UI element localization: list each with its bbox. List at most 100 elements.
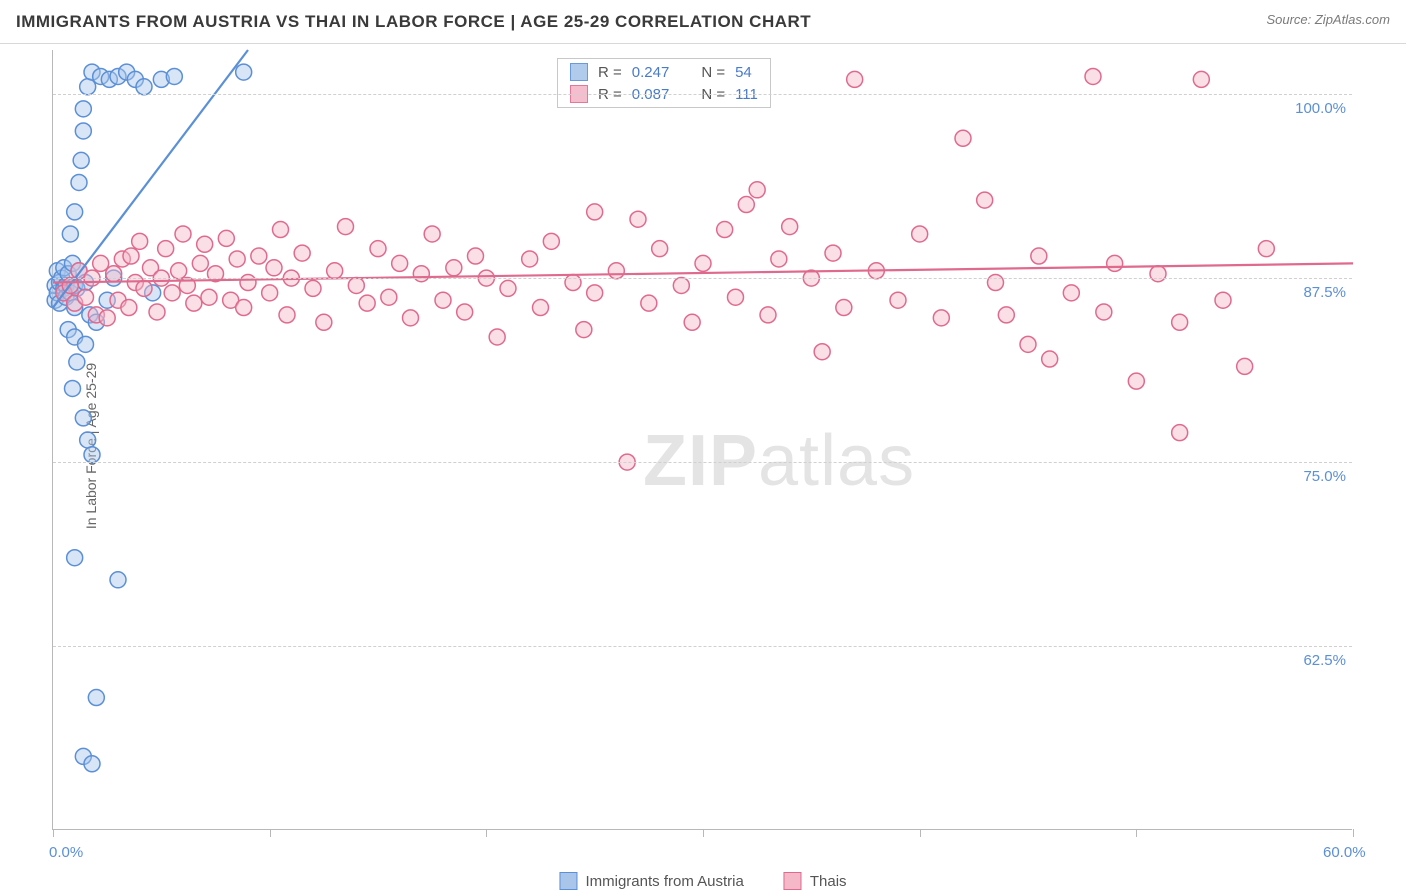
data-point <box>587 204 603 220</box>
data-point <box>1172 314 1188 330</box>
stat-r-value: 0.247 <box>632 64 670 81</box>
data-point <box>424 226 440 242</box>
data-point <box>912 226 928 242</box>
source-name: ZipAtlas.com <box>1315 12 1390 27</box>
swatch-icon <box>570 63 588 81</box>
data-point <box>201 289 217 305</box>
data-point <box>121 300 137 316</box>
data-point <box>78 336 94 352</box>
data-point <box>218 230 234 246</box>
x-tick-label: 60.0% <box>1323 844 1366 861</box>
data-point <box>338 219 354 235</box>
source-label: Source: ZipAtlas.com <box>1266 12 1390 27</box>
x-tick <box>486 829 487 837</box>
data-point <box>294 245 310 261</box>
data-point <box>110 572 126 588</box>
data-point <box>1193 71 1209 87</box>
data-point <box>522 251 538 267</box>
data-point <box>890 292 906 308</box>
data-point <box>316 314 332 330</box>
data-point <box>1237 358 1253 374</box>
legend-label-austria: Immigrants from Austria <box>585 873 743 890</box>
data-point <box>782 219 798 235</box>
data-point <box>279 307 295 323</box>
data-point <box>749 182 765 198</box>
data-point <box>998 307 1014 323</box>
data-point <box>359 295 375 311</box>
plot-area: R = 0.247N = 54R = 0.087N = 111 ZIPatlas… <box>52 50 1352 830</box>
y-tick-label: 62.5% <box>1303 652 1346 669</box>
data-point <box>738 197 754 213</box>
data-point <box>403 310 419 326</box>
data-point <box>149 304 165 320</box>
source-prefix: Source: <box>1266 12 1314 27</box>
legend-item-thais: Thais <box>784 872 847 890</box>
data-point <box>84 756 100 772</box>
data-point <box>1150 266 1166 282</box>
data-point <box>99 310 115 326</box>
data-point <box>236 300 252 316</box>
data-point <box>1107 255 1123 271</box>
data-point <box>273 222 289 238</box>
data-point <box>814 344 830 360</box>
data-point <box>240 275 256 291</box>
x-tick <box>1136 829 1137 837</box>
data-point <box>771 251 787 267</box>
data-point <box>468 248 484 264</box>
data-point <box>327 263 343 279</box>
data-point <box>197 236 213 252</box>
data-point <box>262 285 278 301</box>
y-tick-label: 100.0% <box>1295 100 1346 117</box>
data-point <box>543 233 559 249</box>
data-point <box>164 285 180 301</box>
stat-n-label: N = <box>701 64 725 81</box>
data-point <box>84 447 100 463</box>
data-point <box>1172 425 1188 441</box>
data-point <box>75 410 91 426</box>
data-point <box>381 289 397 305</box>
x-tick <box>1353 829 1354 837</box>
data-point <box>65 380 81 396</box>
data-point <box>500 280 516 296</box>
grid-line <box>53 462 1352 463</box>
data-point <box>229 251 245 267</box>
data-point <box>186 295 202 311</box>
legend-label-thais: Thais <box>810 873 847 890</box>
data-point <box>652 241 668 257</box>
data-point <box>80 432 96 448</box>
data-point <box>1063 285 1079 301</box>
data-point <box>78 289 94 305</box>
data-point <box>93 255 109 271</box>
data-point <box>576 322 592 338</box>
data-point <box>760 307 776 323</box>
data-point <box>673 277 689 293</box>
data-point <box>435 292 451 308</box>
data-point <box>836 300 852 316</box>
data-point <box>166 68 182 84</box>
data-point <box>348 277 364 293</box>
data-point <box>1020 336 1036 352</box>
data-point <box>684 314 700 330</box>
data-point <box>988 275 1004 291</box>
data-point <box>1031 248 1047 264</box>
data-point <box>955 130 971 146</box>
data-point <box>192 255 208 271</box>
data-point <box>1128 373 1144 389</box>
data-point <box>75 101 91 117</box>
title-bar: IMMIGRANTS FROM AUSTRIA VS THAI IN LABOR… <box>0 0 1406 44</box>
data-point <box>608 263 624 279</box>
data-point <box>457 304 473 320</box>
data-point <box>67 204 83 220</box>
data-point <box>565 275 581 291</box>
x-tick <box>270 829 271 837</box>
data-point <box>933 310 949 326</box>
x-tick <box>53 829 54 837</box>
x-tick <box>703 829 704 837</box>
data-point <box>75 123 91 139</box>
data-point <box>158 241 174 257</box>
data-point <box>630 211 646 227</box>
data-point <box>73 152 89 168</box>
data-point <box>136 79 152 95</box>
stat-n-value: 54 <box>735 64 752 81</box>
plot-svg <box>53 50 1352 829</box>
